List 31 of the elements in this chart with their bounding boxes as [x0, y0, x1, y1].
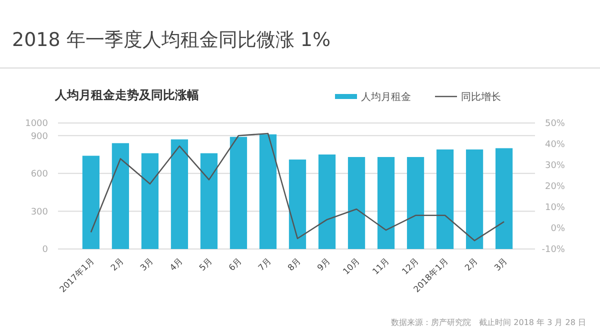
y-tick-label: 0 — [42, 245, 48, 256]
chart-subtitle: 人均月租金走势及同比涨幅 — [54, 88, 199, 102]
line-series — [90, 132, 505, 242]
source-note: 数据来源：房产研究院 截止时间 2018 年 3 月 28 日 — [391, 318, 586, 327]
y-tick-label: 300 — [30, 207, 48, 218]
x-tick-label: 7月 — [256, 256, 274, 274]
legend-label: 人均月租金 — [361, 91, 411, 103]
y-tick-label: 600 — [30, 170, 48, 180]
x-tick-label: 6月 — [227, 256, 245, 274]
y2-tick-label: 20% — [544, 182, 566, 192]
chart-title: 2018 年一季度人均租金同比微涨 1% — [12, 29, 331, 51]
x-tick-label: 9月 — [316, 256, 334, 274]
x-tick-label: 2月 — [109, 256, 127, 274]
x-tick-label: 11月 — [371, 256, 392, 278]
x-tick-label: 3月 — [492, 256, 510, 274]
y-tick-label: 1000 — [25, 119, 48, 130]
legend-label: 同比增长 — [461, 91, 501, 103]
y2-tick-label: 0% — [550, 224, 566, 234]
x-tick-label: 10月 — [342, 256, 363, 278]
y-tick-label: 900 — [30, 132, 48, 142]
x-tick-label: 12月 — [400, 256, 422, 278]
x-tick-label: 8月 — [286, 256, 304, 274]
x-tick-label: 2月 — [463, 256, 481, 274]
y2-tick-label: -10% — [542, 245, 566, 256]
x-tick-label: 4月 — [168, 256, 186, 274]
y2-tick-label: 30% — [544, 161, 566, 172]
x-tick-label: 3月 — [138, 256, 156, 274]
x-tick-label: 5月 — [198, 256, 216, 274]
y2-tick-label: 40% — [544, 140, 566, 150]
y2-tick-label: 50% — [544, 119, 566, 130]
y2-tick-label: 10% — [544, 203, 566, 214]
